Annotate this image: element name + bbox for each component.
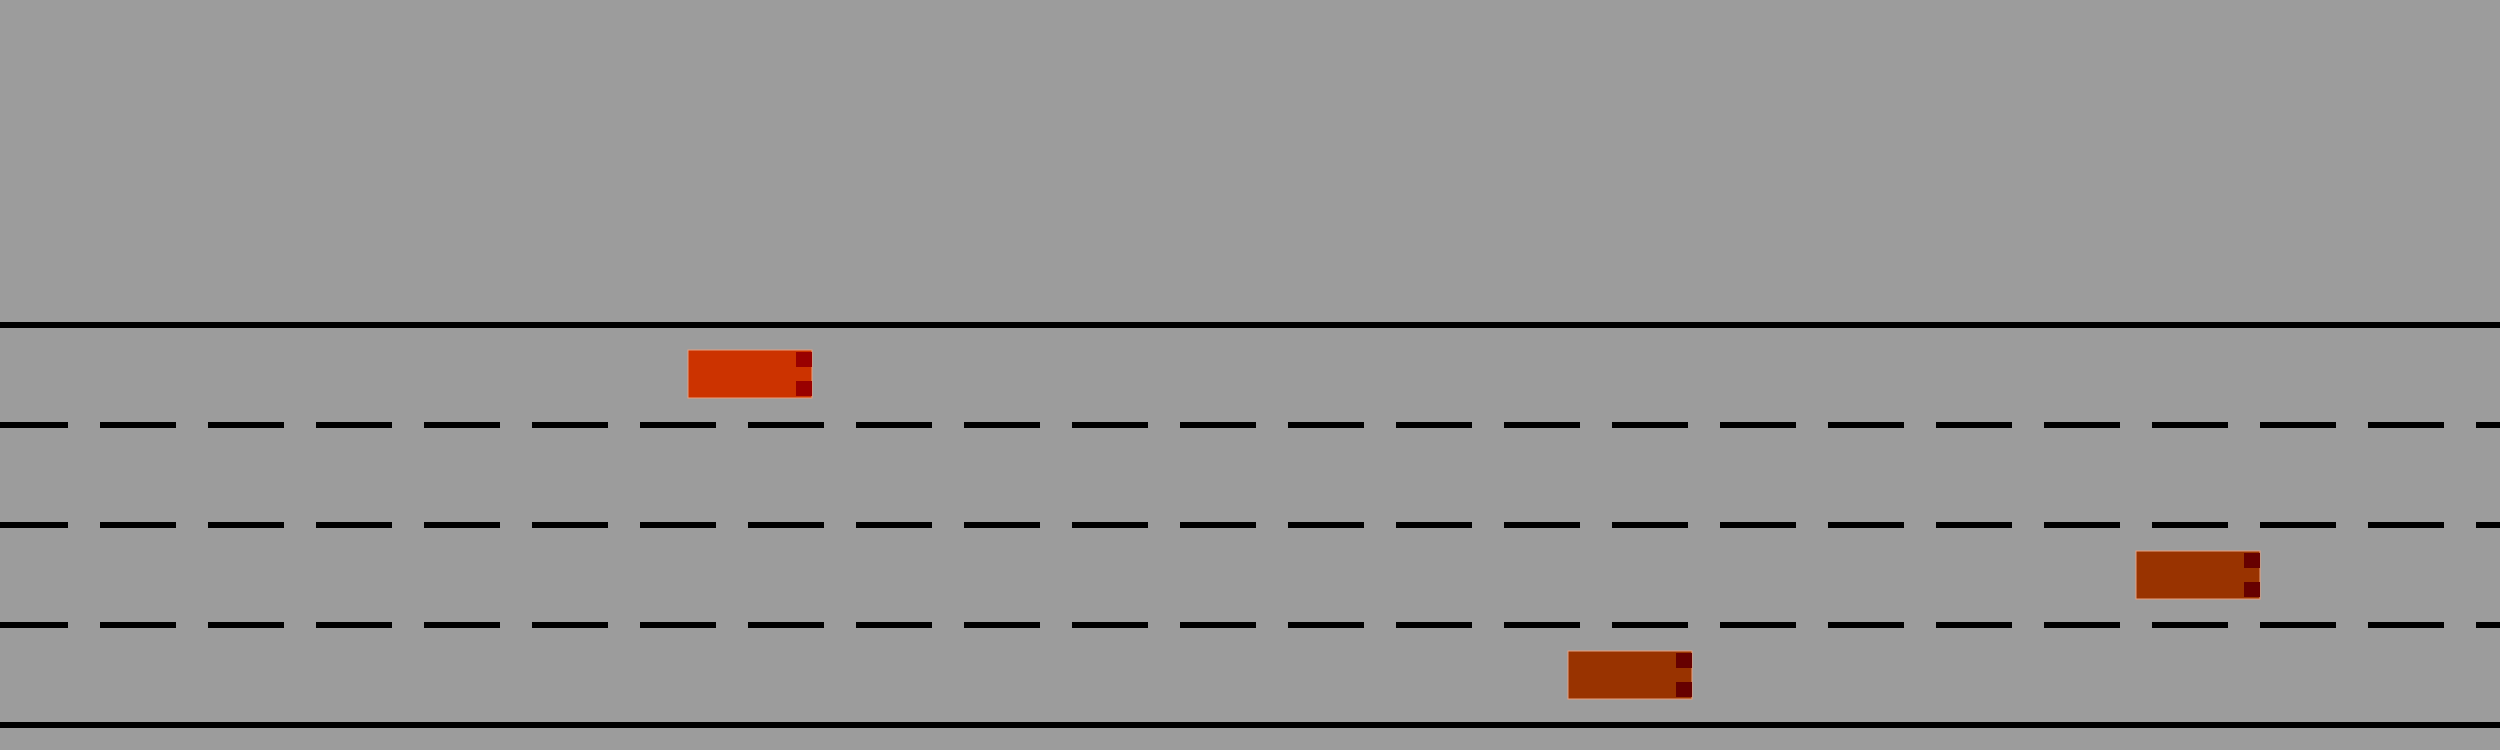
vehicle-headlight (1676, 653, 1692, 668)
vehicle-headlight (796, 352, 812, 367)
vehicle-headlight (1676, 682, 1692, 697)
vehicle-body (2136, 551, 2260, 599)
vehicle-headlight (2244, 582, 2260, 597)
vehicle-headlight (2244, 553, 2260, 568)
ego-vehicle (688, 350, 812, 398)
vehicle-body (1568, 651, 1692, 699)
vehicle-body (688, 350, 812, 398)
other-vehicle-2 (1568, 651, 1692, 699)
other-vehicle-1 (2136, 551, 2260, 599)
vehicle-headlight (796, 381, 812, 396)
